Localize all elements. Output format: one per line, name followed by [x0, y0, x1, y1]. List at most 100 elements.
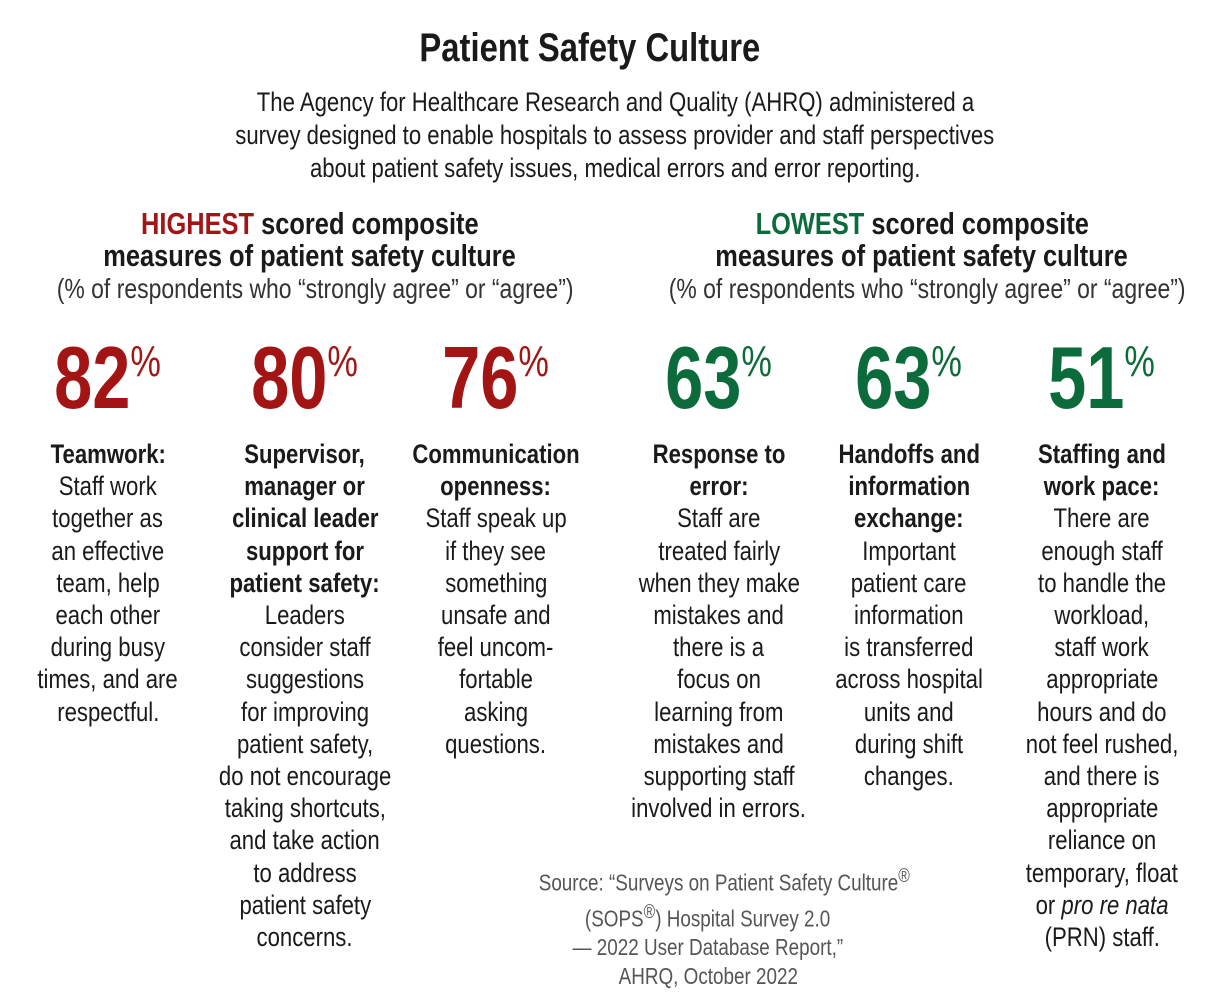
intro-line: about patient safety issues, medical err… — [309, 153, 921, 183]
description-line: something — [444, 567, 548, 598]
intro-line: The Agency for Healthcare Research and Q… — [256, 87, 974, 117]
description-line: involved in errors. — [631, 793, 807, 824]
description-line: hours and do — [1037, 696, 1167, 727]
measure-name-line: Staffing and — [1038, 439, 1166, 469]
description-line: each other — [55, 600, 161, 631]
description-line: Staff are — [677, 503, 761, 534]
measure-name-line: support for — [245, 535, 365, 566]
percent-sign: % — [741, 337, 773, 386]
description-line: Important — [862, 535, 956, 566]
measure-name-line: information — [848, 471, 970, 502]
description-line: focus on — [677, 664, 761, 695]
lowest-keyword: LOWEST — [755, 206, 865, 241]
percent-value: 51% — [992, 334, 1212, 422]
description-line: mistakes and — [653, 728, 785, 759]
percent-sign: % — [1124, 337, 1156, 386]
percent-sign: % — [130, 337, 162, 386]
description-line: temporary, float — [1025, 857, 1179, 888]
description-line: consider staff — [239, 632, 371, 663]
intro-line: survey designed to enable hospitals to a… — [235, 120, 995, 150]
measure-name-line: openness: — [440, 471, 552, 502]
description-line: and take action — [229, 825, 381, 856]
description-line: patient safety — [239, 889, 371, 920]
description-line: team, help — [56, 567, 160, 598]
value: 76 — [442, 328, 519, 427]
description-line: asking — [463, 696, 528, 727]
measure-name-line: Communication — [412, 439, 580, 469]
description-line: unsafe and — [441, 600, 551, 631]
measure-description: Supervisor, manager or clinical leader supp… — [195, 438, 415, 953]
description-line: together as — [52, 503, 164, 534]
description-line: times, and are — [37, 664, 179, 695]
description-line: across hospital — [835, 664, 983, 695]
source-line: Source: “Surveys on Patient Safety Cultu… — [538, 866, 910, 896]
percent-value: 63% — [799, 334, 1019, 422]
description-line: treated fairly — [658, 535, 780, 566]
description-line: patient safety, — [236, 728, 374, 759]
description-line: not feel rushed, — [1025, 728, 1179, 759]
value: 63 — [855, 328, 932, 427]
description-line: there is a — [673, 632, 765, 663]
description-line: fortable — [459, 664, 533, 695]
description-line: questions. — [445, 728, 547, 759]
percent-value: 63% — [609, 334, 829, 422]
value: 80 — [251, 328, 328, 427]
description-line: patient care — [851, 567, 967, 598]
description-line: units and — [864, 696, 954, 727]
description-line: changes. — [864, 761, 954, 792]
highest-keyword: HIGHEST — [141, 206, 255, 241]
description-line: staff work — [1054, 632, 1150, 663]
description-line: information — [854, 600, 964, 631]
measure-name-line: Handoffs and — [838, 439, 980, 469]
highest-measure: 76% Communication openness: Staff speak up i… — [386, 334, 606, 760]
value: 82 — [54, 328, 131, 427]
description-line: respectful. — [56, 696, 160, 727]
description-line: and there is — [1044, 761, 1160, 792]
percent-sign: % — [327, 337, 359, 386]
percent-value: 82% — [0, 334, 218, 422]
page-title: Patient Safety Culture — [419, 26, 761, 70]
measure-name-line: Response to — [652, 439, 786, 469]
measure-description: Staffing and work pace: There are enough st… — [992, 438, 1212, 953]
lowest-measure: 63% Handoffs and information exchange: Impor… — [799, 334, 1019, 792]
description-line: enough staff — [1041, 535, 1163, 566]
lowest-section-heading: LOWEST scored composite measures of pati… — [668, 206, 1186, 305]
description-line: (PRN) staff. — [1044, 922, 1160, 953]
description-line: feel uncom- — [438, 632, 554, 663]
description-line: during shift — [854, 728, 964, 759]
measure-name-line: exchange: — [854, 503, 964, 534]
measure-description: Handoffs and information exchange: Importan… — [799, 438, 1019, 792]
description-line: learning from — [654, 696, 784, 727]
description-line: There are — [1054, 503, 1150, 534]
percent-value: 76% — [386, 334, 606, 422]
description-line: for improving — [241, 696, 369, 727]
description-line: is transferred — [844, 632, 974, 663]
description-line: Staff speak up — [425, 503, 567, 534]
description-line: reliance on — [1047, 825, 1157, 856]
description-line: suggestions — [245, 664, 365, 695]
value: 51 — [1048, 328, 1125, 427]
description-line: taking shortcuts, — [224, 793, 386, 824]
intro-text: The Agency for Healthcare Research and Q… — [0, 86, 1230, 185]
description-line: to address — [253, 857, 357, 888]
description-line: when they make — [638, 567, 800, 598]
measure-name-line: error: — [689, 471, 749, 502]
source-citation: Source: “Surveys on Patient Safety Cultu… — [498, 862, 918, 991]
percent-sign: % — [931, 337, 963, 386]
description-line: appropriate — [1045, 664, 1159, 695]
description-line: do not encourage — [218, 761, 392, 792]
source-line: (SOPS®) Hospital Survey 2.0 — [585, 901, 831, 932]
value: 63 — [665, 328, 742, 427]
measure-name-line: work pace: — [1044, 471, 1160, 502]
measure-name-line: manager or — [244, 471, 366, 502]
description-line: concerns. — [257, 922, 353, 953]
description-line: an effective — [51, 535, 165, 566]
description-line: or pro re nata — [1035, 889, 1169, 920]
description-line: workload, — [1054, 600, 1150, 631]
measure-name-line: clinical leader — [231, 503, 379, 534]
percent-sign: % — [518, 337, 550, 386]
percent-value: 80% — [195, 334, 415, 422]
description-line: to handle the — [1037, 567, 1167, 598]
lowest-measure: 63% Response to error: Staff are treated fai… — [609, 334, 829, 824]
description-line: if they see — [445, 535, 547, 566]
